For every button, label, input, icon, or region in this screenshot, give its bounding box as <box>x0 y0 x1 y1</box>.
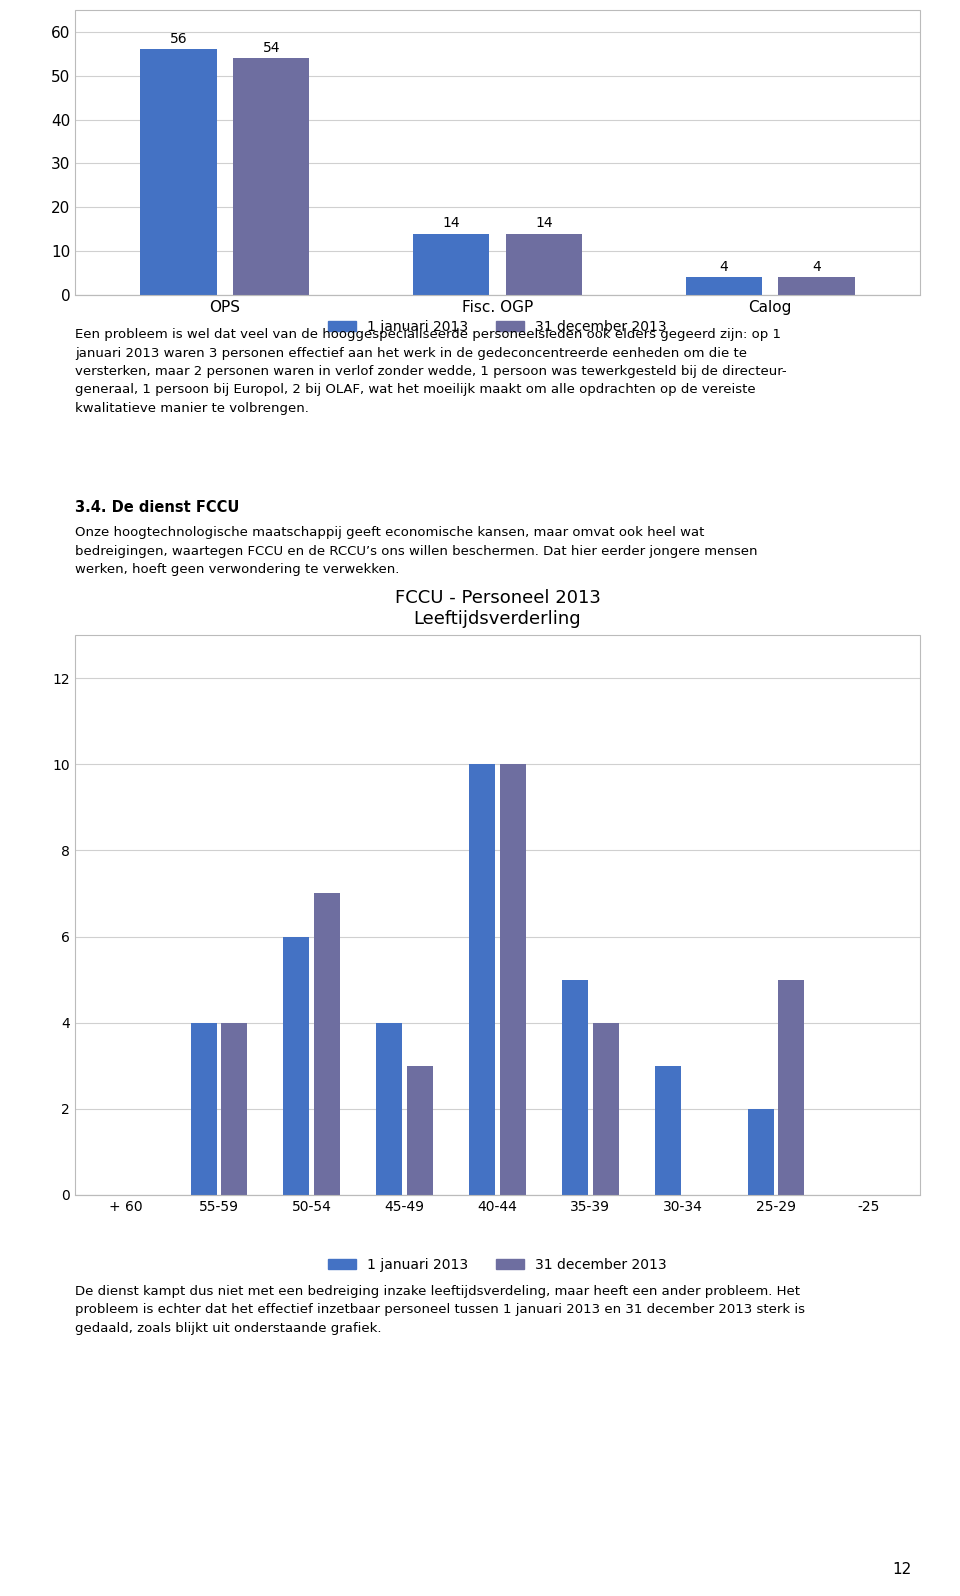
Bar <box>413 233 490 295</box>
Text: Een probleem is wel dat veel van de hooggespecialiseerde personeelsleden ook eld: Een probleem is wel dat veel van de hoog… <box>75 329 786 415</box>
Text: 14: 14 <box>535 215 553 230</box>
Legend: 1 januari 2013, 31 december 2013: 1 januari 2013, 31 december 2013 <box>323 1253 672 1278</box>
Bar <box>407 1066 433 1195</box>
Text: 14: 14 <box>443 215 460 230</box>
Text: 3.4. De dienst FCCU: 3.4. De dienst FCCU <box>75 500 239 516</box>
Bar <box>592 1023 618 1195</box>
Bar <box>376 1023 402 1195</box>
Bar <box>748 1109 774 1195</box>
Text: Onze hoogtechnologische maatschappij geeft economische kansen, maar omvat ook he: Onze hoogtechnologische maatschappij gee… <box>75 527 757 576</box>
Bar <box>221 1023 248 1195</box>
Bar <box>283 937 309 1195</box>
Legend: 1 januari 2013, 31 december 2013: 1 januari 2013, 31 december 2013 <box>323 314 672 340</box>
Text: De dienst kampt dus niet met een bedreiging inzake leeftijdsverdeling, maar heef: De dienst kampt dus niet met een bedreig… <box>75 1285 805 1334</box>
Bar <box>500 764 526 1195</box>
Text: 12: 12 <box>893 1562 912 1577</box>
Title: CDGEFID - Personeel 2013
Statuut: CDGEFID - Personeel 2013 Statuut <box>378 0 616 3</box>
Text: 54: 54 <box>262 41 280 54</box>
Text: 4: 4 <box>719 260 728 275</box>
Bar <box>233 57 309 295</box>
Bar <box>140 49 217 295</box>
Text: 4: 4 <box>812 260 821 275</box>
Title: FCCU - Personeel 2013
Leeftijdsverderling: FCCU - Personeel 2013 Leeftijdsverderlin… <box>395 589 600 627</box>
Bar <box>779 980 804 1195</box>
Bar <box>779 278 854 295</box>
Bar <box>469 764 495 1195</box>
Bar <box>655 1066 681 1195</box>
Bar <box>314 894 340 1195</box>
Bar <box>562 980 588 1195</box>
Text: 56: 56 <box>170 32 187 46</box>
Bar <box>506 233 582 295</box>
Bar <box>191 1023 217 1195</box>
Bar <box>685 278 762 295</box>
